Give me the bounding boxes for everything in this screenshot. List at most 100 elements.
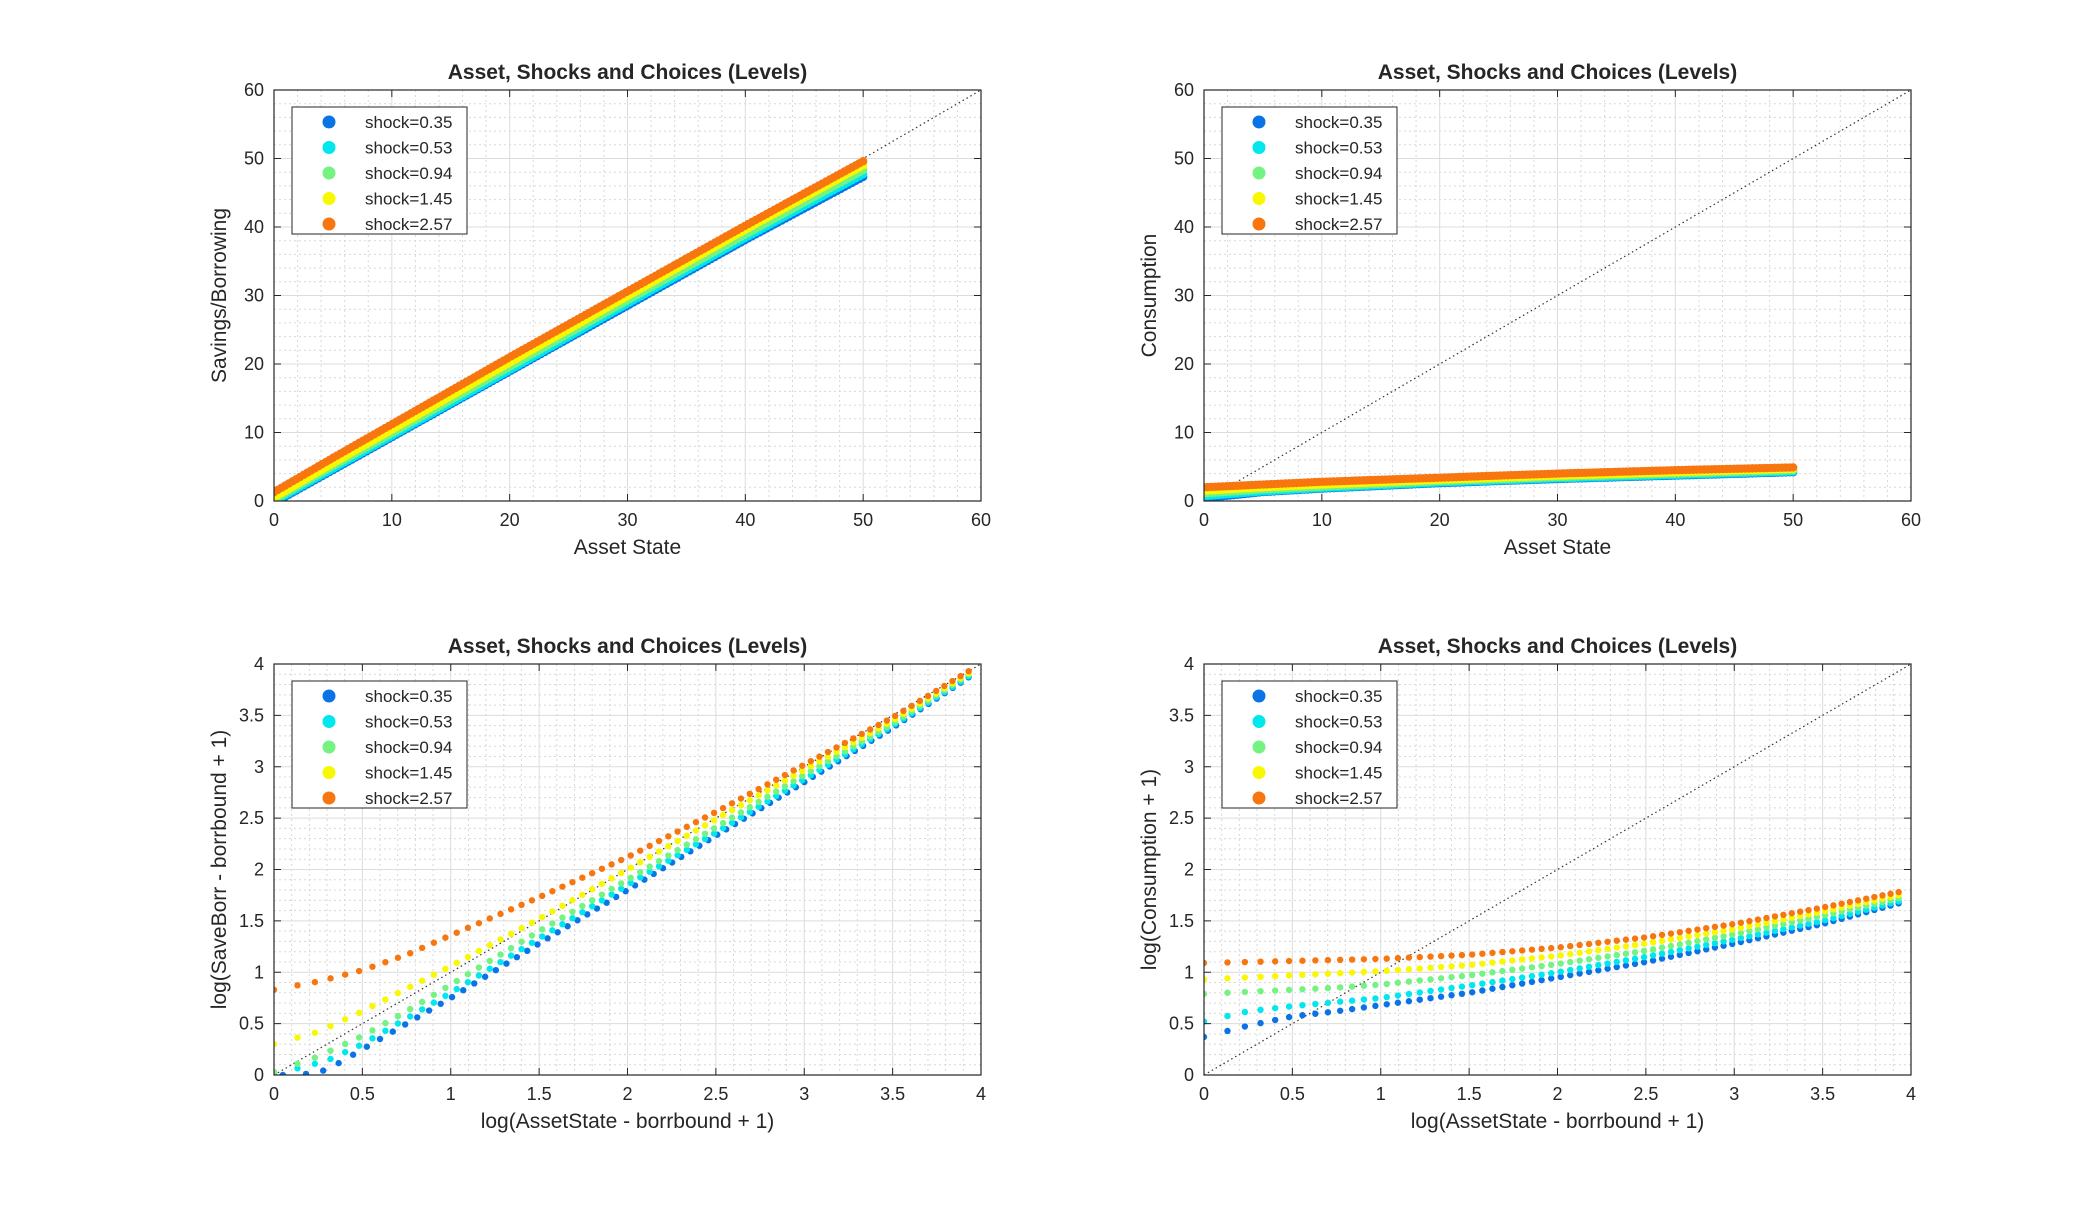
data-point xyxy=(807,762,815,770)
data-point xyxy=(1427,953,1434,960)
data-point xyxy=(1324,1009,1332,1016)
data-point xyxy=(1509,957,1516,964)
data-point xyxy=(1667,948,1675,956)
data-point xyxy=(1576,941,1583,949)
data-point xyxy=(584,911,591,918)
data-point xyxy=(1468,971,1476,979)
data-point xyxy=(294,982,301,989)
x-tick-label: 50 xyxy=(853,510,873,530)
data-point xyxy=(1427,994,1434,1002)
x-tick-label: 0 xyxy=(269,510,279,530)
data-point xyxy=(369,1002,376,1010)
data-point xyxy=(311,1029,319,1036)
data-point xyxy=(1631,941,1639,949)
data-series-group xyxy=(274,667,972,1075)
data-point xyxy=(341,1040,349,1048)
legend[interactable]: shock=0.35 shock=0.53 shock=0.94 shock=1.45… xyxy=(1221,680,1398,809)
data-point xyxy=(1746,922,1753,930)
data-point xyxy=(355,1034,363,1041)
data-point xyxy=(1622,962,1630,969)
data-point xyxy=(608,861,615,868)
data-point xyxy=(1754,916,1762,923)
chart-panel-2: 0 10 20 30 40 50 60 0 10 20 30 40 50 60 Asset, Shocks … xyxy=(1138,61,1921,559)
data-point xyxy=(858,730,865,738)
data-point xyxy=(453,959,460,967)
y-tick-label: 60 xyxy=(1174,80,1194,100)
data-point xyxy=(1576,949,1583,956)
data-point xyxy=(1694,926,1701,933)
legend-label: shock=0.53 xyxy=(1295,713,1382,732)
data-point xyxy=(319,1067,327,1074)
data-point xyxy=(369,1035,376,1042)
x-tick-label: 3.5 xyxy=(1810,1084,1835,1104)
data-point xyxy=(799,762,806,769)
data-point xyxy=(1729,926,1736,933)
data-point xyxy=(1204,990,1208,998)
data-point xyxy=(1383,980,1390,988)
data-point xyxy=(710,816,718,824)
data-point xyxy=(418,944,426,952)
data-point xyxy=(646,853,653,861)
data-point xyxy=(1538,971,1545,978)
y-tick-label: 40 xyxy=(1174,217,1194,237)
data-point xyxy=(1711,939,1719,947)
data-point xyxy=(453,977,460,985)
data-point xyxy=(1405,998,1413,1005)
ticks: 0 10 20 30 40 50 60 0 10 20 30 40 50 60 xyxy=(1174,80,1921,530)
data-point xyxy=(1813,918,1821,926)
data-point xyxy=(1437,952,1445,960)
data-point xyxy=(1224,1012,1231,1020)
data-point xyxy=(674,846,681,854)
data-point xyxy=(497,936,504,943)
data-point xyxy=(437,1000,444,1007)
data-point xyxy=(327,1055,334,1063)
data-point xyxy=(683,823,690,831)
data-point xyxy=(807,757,815,765)
data-point xyxy=(559,883,566,890)
data-point xyxy=(701,814,709,821)
data-point xyxy=(559,921,566,928)
x-tick-label: 10 xyxy=(1312,510,1332,530)
data-point xyxy=(1640,953,1648,961)
data-point xyxy=(311,1060,319,1067)
data-point xyxy=(710,809,718,817)
legend[interactable]: shock=0.35 shock=0.53 shock=0.94 shock=1.45… xyxy=(291,106,468,235)
data-point xyxy=(549,927,556,934)
y-tick-label: 4 xyxy=(1184,654,1194,674)
legend[interactable]: shock=0.35 shock=0.53 shock=0.94 shock=1.45… xyxy=(1221,106,1398,235)
data-point xyxy=(349,1051,357,1058)
data-point xyxy=(1372,995,1379,1002)
y-tick-label: 0 xyxy=(254,491,264,511)
legend-label: shock=0.35 xyxy=(1295,113,1382,132)
data-point xyxy=(414,1014,421,1021)
data-point xyxy=(1658,931,1666,939)
data-point xyxy=(1613,937,1620,944)
data-point xyxy=(900,707,907,715)
data-point xyxy=(807,767,815,775)
data-point xyxy=(1649,946,1657,953)
data-point xyxy=(1771,917,1779,925)
data-point xyxy=(1271,1016,1279,1024)
data-point xyxy=(1224,1027,1231,1035)
data-point xyxy=(1348,997,1356,1004)
data-point xyxy=(824,748,832,756)
data-point xyxy=(1448,973,1455,981)
data-point xyxy=(1667,936,1675,943)
data-point xyxy=(1336,984,1344,991)
y-tick-label: 3.5 xyxy=(239,705,264,725)
data-point xyxy=(598,891,606,898)
y-tick-label: 0 xyxy=(1184,1065,1194,1085)
x-tick-label: 2.5 xyxy=(703,1084,728,1104)
legend[interactable]: shock=0.35 shock=0.53 shock=0.94 shock=1.45… xyxy=(291,680,468,809)
x-tick-label: 2 xyxy=(1552,1084,1562,1104)
data-point xyxy=(655,848,663,855)
data-point xyxy=(1299,1012,1306,1019)
data-point xyxy=(1737,934,1745,942)
data-point xyxy=(1427,964,1434,971)
data-point xyxy=(1557,944,1564,951)
data-point xyxy=(618,856,625,864)
data-point xyxy=(294,1065,301,1072)
data-point xyxy=(524,947,531,955)
data-point xyxy=(692,836,700,843)
